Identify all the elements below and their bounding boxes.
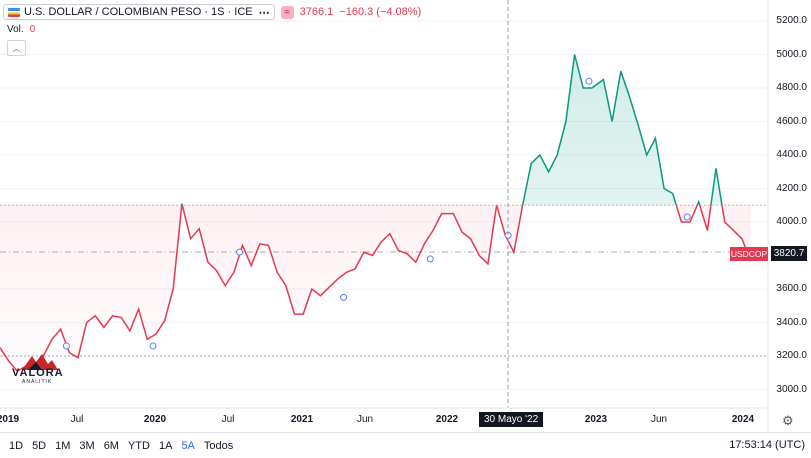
time-tick-label: 2020: [143, 414, 167, 425]
event-marker[interactable]: [340, 293, 348, 301]
range-button-3m[interactable]: 3M: [79, 439, 95, 452]
baseline-fill: [0, 54, 751, 372]
series-line-below: [0, 205, 752, 373]
gear-icon[interactable]: ⚙: [782, 413, 794, 428]
price-tick-label: 4400.0: [776, 149, 807, 160]
price-tick-label: 3000.0: [776, 383, 807, 395]
range-button-6m[interactable]: 6M: [103, 439, 119, 452]
event-marker[interactable]: [236, 248, 244, 256]
last-value: 3766.1: [299, 6, 334, 18]
clock[interactable]: 17:53:14 (UTC): [729, 439, 805, 451]
time-tick-label: Jun: [356, 414, 374, 425]
time-tick-label: 2023: [584, 414, 608, 425]
range-button-5a[interactable]: 5A: [181, 439, 195, 452]
time-tick-label: 2019: [0, 414, 20, 425]
change-value: −160.3 (−4.08%): [339, 6, 422, 18]
time-tick-label: 2022: [435, 414, 459, 425]
symbol-selector[interactable]: U.S. DOLLAR / COLOMBIAN PESO · 1S · ICE …: [3, 4, 275, 20]
time-tick-label: 2024: [731, 414, 755, 425]
range-button-5d[interactable]: 5D: [32, 439, 47, 452]
price-tick-label: 4200.0: [776, 182, 807, 194]
fill-below-baseline: [0, 205, 751, 372]
more-options-icon[interactable]: ⋯: [258, 6, 270, 19]
event-markers[interactable]: [62, 77, 691, 350]
chart-legend: U.S. DOLLAR / COLOMBIAN PESO · 1S · ICE …: [3, 3, 421, 21]
logo-sub: ANALITIK: [22, 379, 53, 385]
currency-flag-icon: [8, 7, 20, 17]
time-tick-label: 2021: [290, 414, 314, 425]
bottom-toolbar: 1D 5D 1M 3M 6M YTD 1A 5A Todos 17:53:14 (UTC): [0, 432, 811, 458]
range-button-1d[interactable]: 1D: [9, 439, 24, 452]
symbol-name: U.S. DOLLAR / COLOMBIAN PESO · 1S · ICE: [24, 6, 253, 18]
series-line-above: [180, 54, 723, 206]
price-tick-label: 3400.0: [776, 316, 807, 328]
event-marker[interactable]: [62, 342, 70, 350]
ticker-tag: USDCOP: [730, 247, 768, 261]
price-tick-label: 5200.0: [776, 15, 807, 26]
time-tick-label: Jul: [221, 414, 235, 425]
range-button-1m[interactable]: 1M: [55, 439, 71, 452]
event-marker[interactable]: [585, 77, 593, 85]
reference-lines: [0, 204, 768, 357]
price-series: [0, 54, 752, 373]
range-buttons: 1D 5D 1M 3M 6M YTD 1A 5A Todos: [0, 440, 233, 452]
volume-label: Vol.: [7, 24, 24, 35]
price-tick-label: 4600.0: [776, 115, 807, 127]
volume-legend: Vol. 0: [7, 24, 35, 35]
collapse-legend-button[interactable]: ︿: [7, 40, 26, 56]
price-tick-label: 3200.0: [776, 350, 807, 361]
range-button-ytd[interactable]: YTD: [127, 439, 150, 452]
crosshair-time-label: 30 Mayo '22: [479, 412, 544, 427]
fill-above-baseline: [0, 54, 751, 206]
price-tick-label: 4800.0: [776, 82, 807, 93]
volume-value: 0: [29, 24, 36, 35]
time-tick-label: Jun: [650, 414, 668, 425]
indicator-icon[interactable]: ≈: [280, 5, 294, 19]
price-chart[interactable]: [0, 0, 811, 432]
price-tick-label: 5000.0: [776, 48, 807, 60]
time-tick-label: Jul: [70, 414, 84, 425]
logo-word: VALORA: [12, 367, 64, 379]
range-button-1a[interactable]: 1A: [158, 439, 173, 452]
event-marker[interactable]: [149, 342, 157, 350]
event-marker[interactable]: [683, 213, 691, 221]
event-marker[interactable]: [426, 255, 434, 263]
valora-logo: VALORA ANALITIK: [10, 352, 70, 385]
range-button-todos[interactable]: Todos: [203, 439, 234, 452]
crosshair-price-label: 3820.7: [771, 246, 807, 261]
chevron-up-icon: ︿: [12, 43, 21, 53]
price-tick-label: 4000.0: [776, 216, 807, 227]
price-tick-label: 3600.0: [776, 283, 807, 294]
